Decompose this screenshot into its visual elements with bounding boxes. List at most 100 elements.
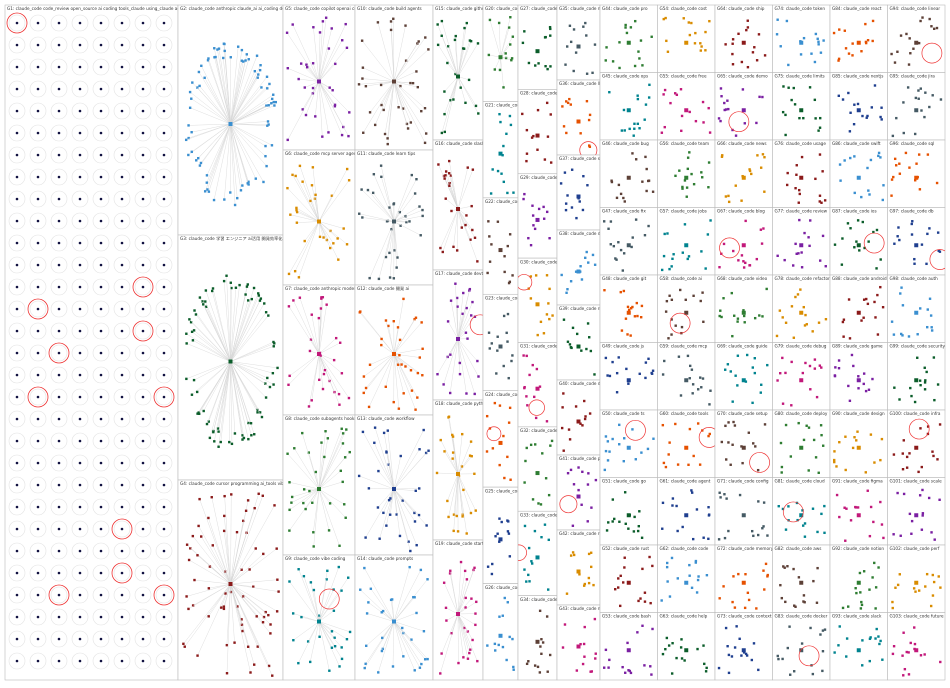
- node: [590, 670, 594, 673]
- node: [625, 367, 628, 371]
- node: [312, 588, 316, 592]
- edge: [198, 123, 231, 159]
- edge: [294, 448, 320, 490]
- node: [461, 513, 464, 516]
- node-halo: [71, 366, 89, 384]
- node-halo: [50, 586, 68, 604]
- node: [451, 457, 454, 460]
- group-panel: G92: claude_code notion: [829, 544, 888, 613]
- node: [57, 175, 61, 179]
- edge: [193, 361, 231, 381]
- node: [402, 297, 405, 301]
- group-panel: G62: claude_code code: [657, 544, 716, 613]
- node: [676, 463, 680, 466]
- node: [792, 264, 795, 267]
- node: [99, 263, 103, 267]
- node: [766, 573, 769, 577]
- node: [909, 386, 912, 390]
- node-halo: [71, 80, 89, 98]
- node-halo: [155, 256, 173, 274]
- node: [405, 122, 409, 126]
- node: [57, 549, 61, 553]
- hub-node: [799, 580, 804, 585]
- node: [263, 302, 266, 305]
- edge: [362, 431, 395, 490]
- node: [796, 518, 799, 522]
- edge: [214, 361, 231, 442]
- node: [264, 396, 268, 399]
- edge: [294, 221, 320, 272]
- edge: [390, 29, 395, 82]
- node-halo: [155, 498, 173, 516]
- node: [457, 661, 460, 665]
- panel-content: G31: claude_code app: [520, 344, 557, 423]
- edge: [230, 583, 251, 673]
- node: [533, 395, 536, 399]
- edge: [208, 517, 231, 585]
- node: [812, 438, 816, 442]
- edge: [295, 175, 320, 222]
- node: [758, 314, 761, 317]
- panel-content: G84: claude_code react: [832, 6, 882, 62]
- node-halo: [29, 432, 47, 450]
- node: [297, 661, 300, 665]
- node-halo: [113, 278, 131, 296]
- hub-node: [626, 40, 631, 45]
- node: [594, 657, 597, 660]
- node: [814, 177, 817, 181]
- node: [423, 141, 427, 145]
- edge: [318, 168, 348, 222]
- node-halo: [134, 190, 152, 208]
- edge: [203, 361, 231, 412]
- node: [57, 593, 61, 597]
- node: [549, 161, 553, 164]
- node: [337, 392, 341, 396]
- node-halo: [155, 124, 173, 142]
- node: [779, 372, 782, 375]
- node: [643, 233, 647, 237]
- hub-node: [741, 310, 746, 315]
- edge: [457, 441, 472, 475]
- node: [833, 450, 836, 453]
- node: [619, 604, 622, 608]
- node: [290, 501, 293, 504]
- hub-node: [741, 108, 746, 113]
- node: [273, 104, 276, 107]
- node: [216, 427, 220, 430]
- node: [862, 382, 865, 386]
- node: [338, 403, 341, 406]
- node-halo: [71, 300, 89, 318]
- node: [162, 219, 166, 223]
- node: [936, 458, 939, 461]
- node: [833, 651, 836, 654]
- node-halo: [134, 102, 152, 120]
- node: [699, 42, 702, 45]
- node: [630, 245, 633, 249]
- panel-border: [556, 604, 601, 681]
- node: [876, 333, 880, 336]
- node: [808, 364, 812, 368]
- group-label: G82: claude_code aws: [775, 546, 822, 551]
- node: [579, 132, 582, 135]
- edge: [386, 452, 395, 490]
- node: [223, 198, 226, 201]
- hub-node: [626, 175, 631, 180]
- node: [866, 302, 870, 306]
- node: [162, 659, 166, 663]
- node: [794, 605, 797, 608]
- panel-border: [772, 207, 831, 276]
- node: [785, 183, 789, 187]
- node: [415, 611, 418, 615]
- node: [36, 263, 40, 267]
- node-halo: [50, 520, 68, 538]
- node: [361, 430, 365, 434]
- node: [456, 305, 459, 308]
- node: [191, 604, 195, 607]
- node: [722, 242, 726, 246]
- node-ring: [48, 342, 70, 364]
- node: [187, 153, 190, 157]
- node: [688, 33, 692, 37]
- group-panel: G76: claude_code usage: [772, 139, 831, 208]
- node: [413, 192, 417, 195]
